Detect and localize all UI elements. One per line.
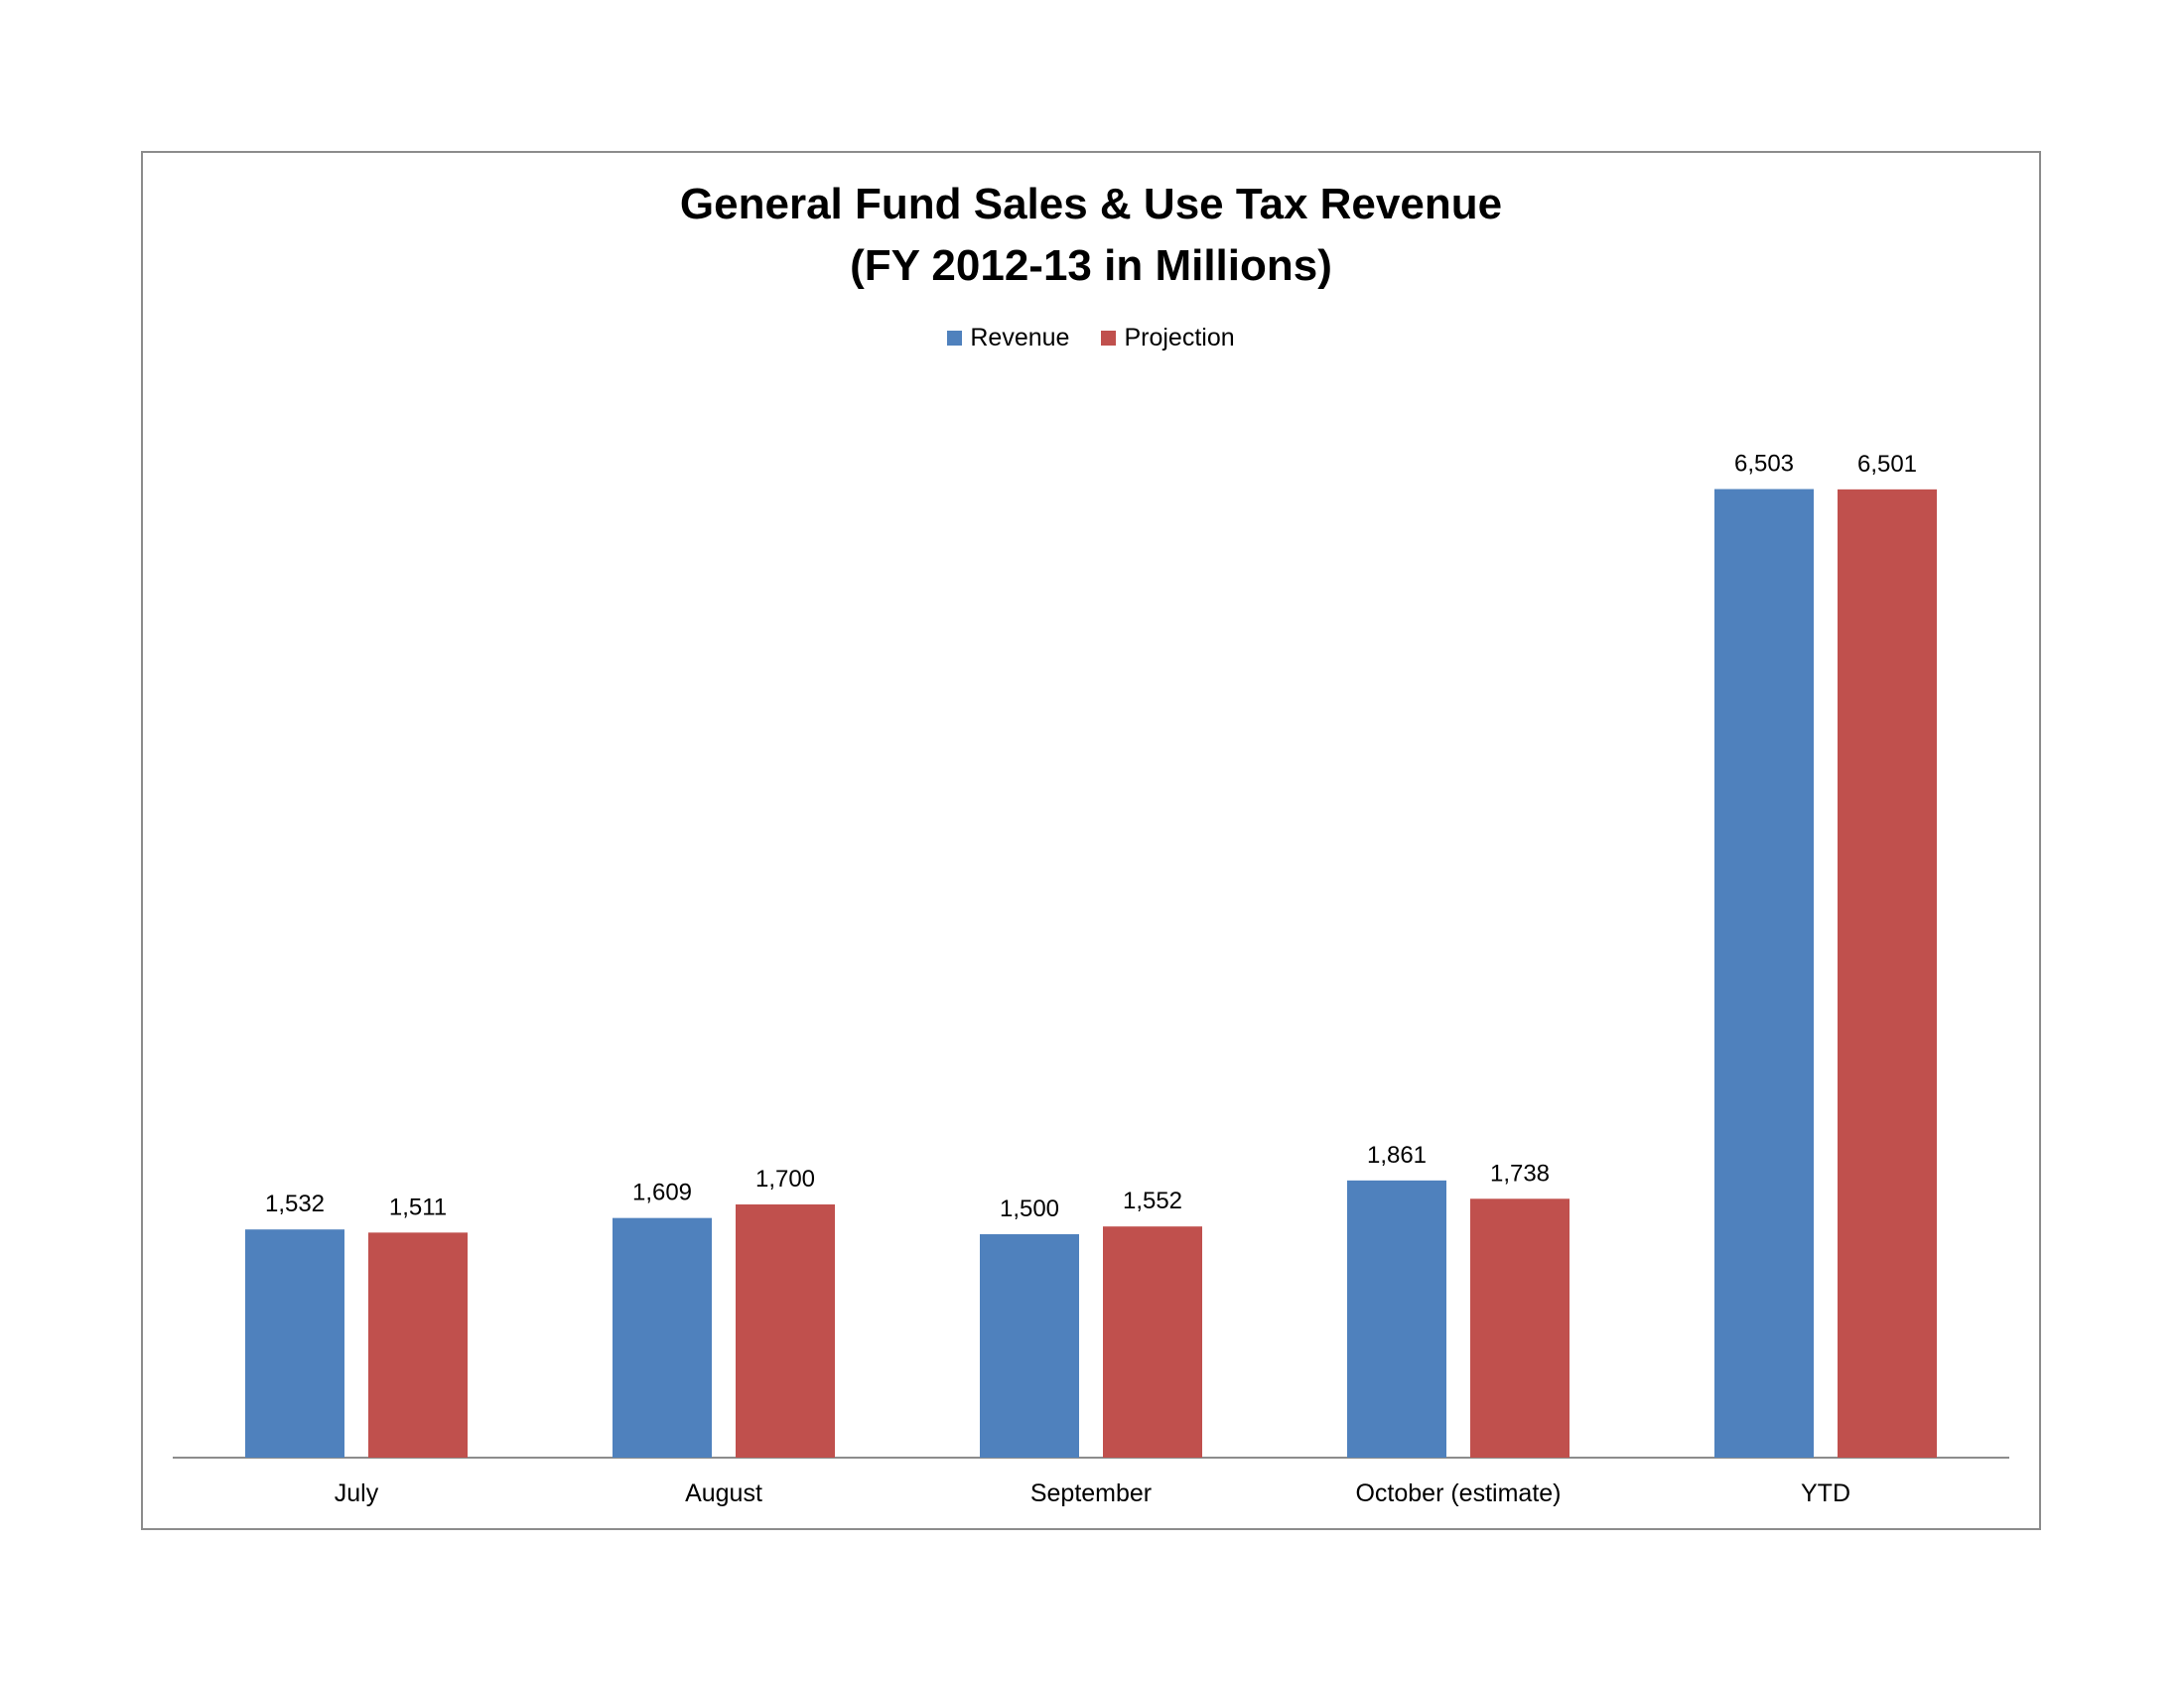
data-label-projection-1: 1,700 <box>755 1166 815 1193</box>
chart-title: General Fund Sales & Use Tax Revenue <box>679 180 1503 228</box>
bar-projection-4 <box>1838 489 1937 1459</box>
x-tick-label-4: YTD <box>1801 1479 1850 1507</box>
bar-revenue-3 <box>1347 1180 1446 1458</box>
data-label-revenue-4: 6,503 <box>1734 451 1794 478</box>
bar-projection-2 <box>1103 1226 1202 1458</box>
x-tick-label-3: October (estimate) <box>1355 1479 1561 1507</box>
data-label-projection-4: 6,501 <box>1857 451 1917 478</box>
plot-area: 1,532 1,511 July 1,609 1,700 August 1,500 1,552… <box>173 451 2009 1507</box>
legend: Revenue Projection <box>143 324 2039 352</box>
data-label-revenue-0: 1,532 <box>265 1191 325 1217</box>
data-label-revenue-2: 1,500 <box>1000 1196 1059 1222</box>
bar-revenue-0 <box>245 1229 344 1458</box>
data-label-projection-0: 1,511 <box>389 1194 447 1220</box>
legend-swatch-revenue <box>947 331 963 346</box>
bar-revenue-4 <box>1714 489 1814 1458</box>
bar-revenue-2 <box>980 1234 1079 1458</box>
legend-item-revenue: Revenue <box>947 324 1069 352</box>
x-tick-label-2: September <box>1030 1479 1152 1507</box>
data-label-revenue-1: 1,609 <box>632 1180 692 1206</box>
chart-frame: General Fund Sales & Use Tax Revenue (FY… <box>141 151 2041 1530</box>
bar-projection-1 <box>736 1204 835 1458</box>
x-tick-label-0: July <box>335 1479 379 1507</box>
data-label-revenue-3: 1,861 <box>1367 1142 1427 1169</box>
bar-revenue-1 <box>613 1217 712 1458</box>
bar-projection-3 <box>1470 1198 1570 1458</box>
bar-projection-0 <box>368 1232 468 1458</box>
x-tick-label-1: August <box>685 1479 762 1507</box>
legend-label-revenue: Revenue <box>970 324 1070 352</box>
chart-subtitle: (FY 2012-13 in Millions) <box>850 241 1332 290</box>
legend-swatch-projection <box>1101 331 1117 346</box>
legend-label-projection: Projection <box>1124 324 1235 352</box>
data-label-projection-2: 1,552 <box>1123 1188 1182 1214</box>
legend-item-projection: Projection <box>1101 324 1235 352</box>
data-label-projection-3: 1,738 <box>1490 1160 1550 1187</box>
